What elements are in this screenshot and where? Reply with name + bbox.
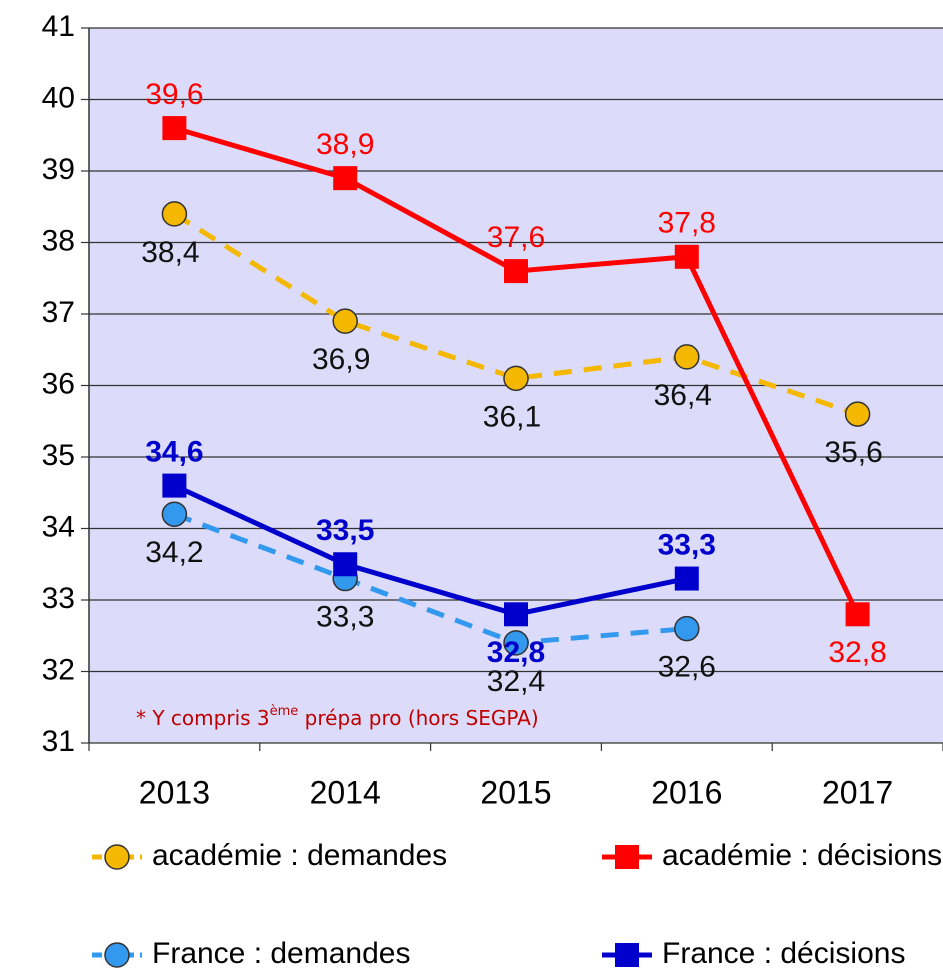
annotation-sup: ème	[270, 704, 299, 719]
y-tick-label: 31	[42, 725, 75, 758]
data-point	[503, 630, 529, 656]
data-point	[674, 244, 699, 269]
data-point	[674, 615, 700, 642]
legend-label: France : demandes	[152, 937, 410, 970]
annotation: * Y compris 3ème prépa pro (hors SEGPA)	[136, 704, 539, 730]
data-point	[674, 566, 699, 591]
data-point	[161, 201, 188, 227]
legend-marker	[615, 845, 639, 869]
x-tick-label: 2014	[310, 774, 381, 810]
data-point	[332, 308, 358, 334]
y-tick-label: 41	[42, 10, 75, 43]
legend-label: académie : demandes	[152, 839, 447, 872]
data-point	[162, 116, 187, 141]
data-label: 37,6	[487, 221, 545, 254]
legend-marker	[104, 844, 130, 870]
series-line	[173, 483, 688, 617]
y-tick-label: 33	[42, 582, 75, 615]
data-point	[845, 602, 870, 627]
data-label: 33,3	[658, 528, 716, 561]
y-tick-label: 39	[42, 153, 75, 186]
annotation-text: prépa pro (hors SEGPA)	[298, 706, 538, 730]
legend-label: académie : décisions	[662, 839, 942, 872]
data-label: 38,9	[316, 128, 374, 161]
x-tick-label: 2017	[822, 774, 893, 810]
legend-marker	[104, 942, 130, 968]
data-label: 36,9	[312, 343, 370, 376]
y-tick-label: 35	[42, 439, 75, 472]
data-label: 35,6	[824, 436, 882, 469]
data-point	[333, 552, 358, 577]
data-label: 33,5	[316, 514, 374, 547]
x-tick-label: 2016	[651, 774, 722, 810]
data-label: 32,8	[487, 636, 545, 669]
data-label: 32,8	[828, 636, 886, 669]
data-point	[844, 401, 871, 427]
data-point	[333, 166, 358, 191]
y-tick-label: 34	[42, 510, 75, 543]
y-tick-label: 40	[42, 81, 75, 114]
annotation-text: * Y compris 3	[136, 706, 270, 730]
x-tick-label: 2015	[480, 774, 551, 810]
x-tick-label: 2013	[139, 774, 210, 810]
data-label: 34,6	[145, 436, 203, 469]
data-label: 34,2	[145, 536, 203, 569]
data-point	[162, 473, 187, 498]
data-label: 39,6	[145, 78, 203, 111]
legend-marker	[615, 943, 639, 967]
y-tick-label: 36	[42, 367, 75, 400]
y-tick-label: 38	[42, 224, 75, 257]
y-tick-label: 32	[42, 653, 75, 686]
data-label: 37,8	[658, 207, 716, 240]
y-tick-label: 37	[42, 296, 75, 329]
series-line	[173, 511, 688, 646]
data-label: 32,6	[658, 651, 716, 684]
data-point	[161, 501, 188, 527]
data-point	[674, 344, 700, 370]
data-point	[503, 365, 529, 392]
data-label: 38,4	[141, 236, 199, 269]
data-label: 36,1	[483, 400, 541, 433]
data-label: 36,4	[654, 379, 712, 412]
data-label: 33,3	[316, 600, 374, 633]
data-point	[504, 259, 528, 284]
data-label: 32,4	[487, 665, 545, 698]
legend-label: France : décisions	[662, 937, 905, 970]
data-point	[504, 602, 528, 627]
